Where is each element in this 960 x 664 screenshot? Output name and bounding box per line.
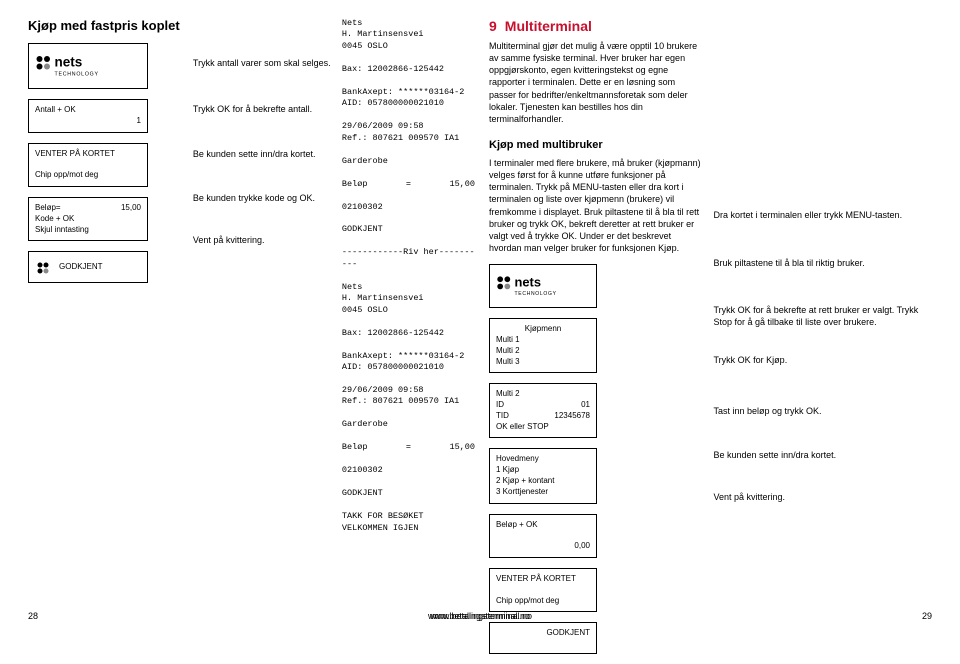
title-left: Kjøp med fastpris koplet <box>28 18 187 33</box>
disp-venter-right: VENTER PÅ KORTET Chip opp/mot deg <box>489 568 597 612</box>
line: VENTER PÅ KORTET <box>35 149 141 160</box>
r-bax2: Bax: 12002866-125442 <box>342 328 475 339</box>
line: Hovedmeny <box>496 454 590 465</box>
disp-logo-left <box>28 43 148 89</box>
r-addr1b: H. Martinsensvei <box>342 293 475 304</box>
r-riv: ------------Riv her---------- <box>342 247 475 270</box>
r-date: 29/06/2009 09:58 <box>342 121 475 132</box>
sub1: Kjøp med multibruker <box>489 139 704 151</box>
line: Multi 1 <box>496 335 590 346</box>
r-aid2: AID: 057800000021010 <box>342 362 475 373</box>
line: Chip opp/mot deg <box>35 170 141 181</box>
godkjent-label: GODKJENT <box>546 628 590 637</box>
r-takk2: VELKOMMEN IGJEN <box>342 523 475 534</box>
disp-kjopmenn: Kjøpmenn Multi 1 Multi 2 Multi 3 <box>489 318 597 373</box>
instr-4: Vent på kvittering. <box>193 235 336 247</box>
para1: Multiterminal gjør det mulig å være oppt… <box>489 40 704 125</box>
rb1b: Beløp <box>342 442 368 453</box>
line: Beløp + OK <box>496 520 590 531</box>
r-godk2: GODKJENT <box>342 488 475 499</box>
r-date2: 29/06/2009 09:58 <box>342 385 475 396</box>
l: ID <box>496 400 504 411</box>
r-instr-6: Vent på kvittering. <box>714 492 932 504</box>
r: 01 <box>581 400 590 411</box>
r-bax: Bax: 12002866-125442 <box>342 64 475 75</box>
disp-multi2: Multi 2 ID 01 TID 12345678 OK eller STOP <box>489 383 597 438</box>
r-gard: Garderobe <box>342 156 475 167</box>
r-instr-3: Trykk OK for Kjøp. <box>714 355 932 367</box>
r-instr-1: Bruk piltastene til å bla til riktig bru… <box>714 258 932 270</box>
section-num: 9 <box>489 18 497 34</box>
r-instr-0: Dra kortet i terminalen eller trykk MENU… <box>714 210 932 222</box>
line: OK eller STOP <box>496 422 590 433</box>
disp-antall-ok: Antall + OK 1 <box>28 99 148 133</box>
disp-logo-right <box>489 264 597 308</box>
r-takk1: TAKK FOR BESØKET <box>342 511 475 522</box>
line: Skjul inntasting <box>35 225 141 236</box>
r-store2: Nets <box>342 282 475 293</box>
r-addr1: H. Martinsensvei <box>342 29 475 40</box>
line <box>496 585 590 596</box>
r-store: Nets <box>342 18 475 29</box>
r-gard2: Garderobe <box>342 419 475 430</box>
rb2b: = <box>406 442 411 453</box>
r-code: 02100302 <box>342 202 475 213</box>
r: 12345678 <box>554 411 590 422</box>
r-b2: = <box>406 179 411 190</box>
r-addr2b: 0045 OSLO <box>342 305 475 316</box>
r-instr-5: Be kunden sette inn/dra kortet. <box>714 450 932 462</box>
r-b1: Beløp <box>342 179 368 190</box>
disp-venter-left: VENTER PÅ KORTET Chip opp/mot deg <box>28 143 148 187</box>
line: Chip opp/mot deg <box>496 596 590 607</box>
r-godk: GODKJENT <box>342 224 475 235</box>
r-code2: 02100302 <box>342 465 475 476</box>
r: 15,00 <box>121 203 141 214</box>
instr-3: Be kunden trykke kode og OK. <box>193 193 336 205</box>
line: 2 Kjøp + kontant <box>496 476 590 487</box>
line: Multi 3 <box>496 357 590 368</box>
disp-godkjent-left: GODKJENT <box>28 251 148 283</box>
line: Antall + OK <box>35 105 141 116</box>
line: Multi 2 <box>496 389 590 400</box>
line <box>496 530 590 541</box>
r-addr2: 0045 OSLO <box>342 41 475 52</box>
r-bankaxept: BankAxept: ******03164-2 <box>342 87 475 98</box>
disp-godkjent-right: GODKJENT <box>489 622 597 654</box>
l: TID <box>496 411 509 422</box>
line: Kjøpmenn <box>496 324 590 335</box>
line <box>35 159 141 170</box>
godkjent-label: GODKJENT <box>59 262 103 273</box>
l: Beløp= <box>35 203 61 214</box>
instr-0: Trykk antall varer som skal selges. <box>193 58 336 70</box>
line: VENTER PÅ KORTET <box>496 574 590 585</box>
r-aid: AID: 057800000021010 <box>342 98 475 109</box>
r-instr-4: Tast inn beløp og trykk OK. <box>714 406 932 418</box>
r-ref: Ref.: 807621 009570 IA1 <box>342 133 475 144</box>
line: Kode + OK <box>35 214 141 225</box>
page-num-left: 28 <box>28 611 38 621</box>
check-icon <box>35 260 53 274</box>
line: 3 Korttjenester <box>496 487 590 498</box>
line: 0,00 <box>496 541 590 552</box>
rb3b: 15,00 <box>449 442 475 453</box>
r-b3: 15,00 <box>449 179 475 190</box>
instr-2: Be kunden sette inn/dra kortet. <box>193 149 336 161</box>
page-num-right: 29 <box>922 611 932 621</box>
line: Multi 2 <box>496 346 590 357</box>
instr-1: Trykk OK for å bekrefte antall. <box>193 104 336 116</box>
disp-hovedmeny: Hovedmeny 1 Kjøp 2 Kjøp + kontant 3 Kort… <box>489 448 597 503</box>
line: 1 Kjøp <box>496 465 590 476</box>
line: 1 <box>35 116 141 127</box>
disp-belop-ok: Beløp + OK 0,00 <box>489 514 597 558</box>
disp-belop-kode: Beløp= 15,00 Kode + OK Skjul inntasting <box>28 197 148 241</box>
receipt: Nets H. Martinsensvei 0045 OSLO Bax: 120… <box>336 18 475 664</box>
para2: I terminaler med flere brukere, må bruke… <box>489 157 704 254</box>
section-title: Multiterminal <box>505 18 592 34</box>
r-instr-2: Trykk OK for å bekrefte at rett bruker e… <box>714 305 932 328</box>
r-ref2: Ref.: 807621 009570 IA1 <box>342 396 475 407</box>
r-ba2: BankAxept: ******03164-2 <box>342 351 475 362</box>
footer-url-right: www.betalingsterminal.no <box>430 611 532 621</box>
